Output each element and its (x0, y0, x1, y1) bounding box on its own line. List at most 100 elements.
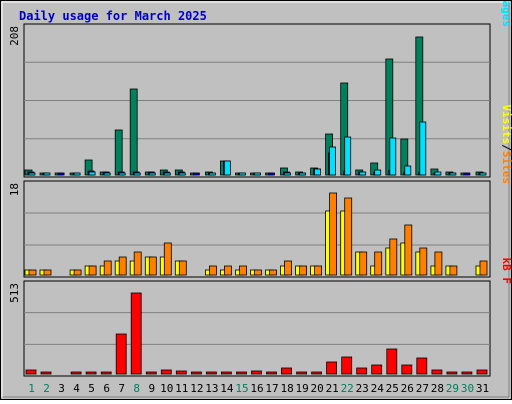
bar-sites-day-2 (43, 269, 52, 276)
bar-sites-day-26 (404, 224, 413, 276)
bar-sites-day-7 (118, 256, 127, 276)
bar-pages-day-22 (344, 136, 352, 176)
bar-sites-day-16 (254, 269, 262, 276)
legend-hits-files-pages: Hits/Files/Pages (500, 0, 512, 27)
bar-pages-day-13 (208, 172, 216, 176)
x-tick-label: 31 (476, 382, 489, 395)
bar-pages-day-2 (43, 172, 51, 176)
bar-pages-day-28 (434, 171, 442, 176)
bar-pages-day-21 (329, 146, 337, 176)
bar-kb-f-day-14 (220, 371, 232, 375)
x-tick-label: 14 (220, 382, 234, 395)
bar-kb-f-day-18 (281, 367, 292, 375)
bar-kb-f-day-31 (476, 369, 488, 375)
bar-kb-f-day-6 (100, 371, 112, 375)
x-tick-label: 18 (280, 382, 293, 395)
bar-sites-day-13 (208, 265, 217, 276)
chart-title: Daily usage for March 2025 (19, 9, 207, 23)
bar-kb-f-day-23 (356, 367, 368, 375)
x-tick-label: 19 (295, 382, 308, 395)
bar-pages-day-6 (103, 172, 111, 176)
legend-item-kb-f: kB F (500, 258, 512, 285)
bar-pages-day-27 (419, 121, 427, 176)
bar-pages-day-11 (178, 172, 186, 176)
x-tick-label: 29 (446, 382, 459, 395)
x-tick-label: 26 (401, 382, 414, 395)
bar-pages-day-1 (28, 172, 36, 176)
bar-kb-f-day-27 (416, 357, 428, 375)
bar-sites-day-24 (374, 251, 383, 276)
x-tick-label: 24 (371, 382, 385, 395)
bar-kb-f-day-25 (386, 348, 398, 375)
x-tick-label: 17 (265, 382, 278, 395)
x-tick-label: 3 (58, 382, 65, 395)
x-tick-label: 1 (28, 382, 35, 395)
legend-item-visits: Visits (500, 105, 512, 145)
bar-kb-f-day-22 (341, 356, 353, 375)
bar-sites-day-9 (148, 256, 157, 276)
bar-kb-f-day-20 (311, 371, 323, 375)
bar-hits-day-8 (129, 88, 138, 176)
bar-files-day-17 (268, 172, 275, 176)
x-tick-label: 30 (461, 382, 474, 395)
bar-kb-f-day-2 (40, 371, 52, 375)
x-tick-label: 9 (148, 382, 155, 395)
bar-pages-day-18 (284, 172, 291, 176)
bar-sites-day-15 (239, 265, 247, 276)
x-tick-label: 6 (103, 382, 110, 395)
x-tick-label: 10 (160, 382, 173, 395)
bar-sites-day-6 (103, 260, 112, 276)
ymax-label-visits-sites: 18 (8, 183, 21, 196)
legend-item-sites: Sites (500, 151, 512, 184)
bar-pages-day-7 (118, 172, 126, 176)
x-tick-label: 4 (73, 382, 80, 395)
x-tick-label: 25 (386, 382, 399, 395)
bar-kb-f-day-16 (251, 370, 262, 375)
x-tick-label: 23 (356, 382, 369, 395)
x-tick-label: 16 (250, 382, 263, 395)
x-tick-label: 11 (175, 382, 188, 395)
bar-kb-f-day-19 (296, 371, 308, 375)
bar-kb-f-day-24 (371, 364, 383, 375)
bar-kb-f-day-7 (115, 333, 127, 375)
bar-kb-f-day-26 (401, 364, 413, 375)
bar-sites-day-23 (359, 251, 368, 276)
bar-sites-day-4 (73, 269, 82, 276)
bar-kb-f-day-13 (205, 371, 217, 375)
panel-kbytes (23, 280, 491, 377)
bar-pages-day-20 (314, 168, 322, 176)
bar-sites-day-28 (434, 251, 443, 276)
bar-kb-f-day-11 (175, 370, 187, 375)
bar-kb-f-day-4 (70, 371, 82, 375)
bar-sites-day-27 (419, 247, 428, 276)
ymax-label-hits-files-pages: 208 (8, 26, 21, 46)
x-tick-label: 21 (326, 382, 339, 395)
legend-kbytes: kB F (500, 258, 512, 285)
bar-kb-f-day-21 (326, 361, 338, 375)
bar-kb-f-day-30 (461, 371, 473, 375)
bar-kb-f-day-17 (266, 371, 277, 375)
bar-kb-f-day-28 (431, 369, 443, 375)
bar-kb-f-day-12 (190, 371, 202, 375)
bar-sites-day-1 (28, 269, 37, 276)
bar-pages-day-10 (163, 172, 171, 176)
bar-pages-day-24 (374, 169, 382, 176)
bar-pages-day-14 (223, 160, 231, 176)
bar-pages-day-8 (133, 172, 141, 176)
bar-pages-day-26 (404, 165, 412, 176)
ymax-label-kbytes: 513 (8, 283, 21, 303)
x-tick-label: 13 (205, 382, 218, 395)
bar-kb-f-day-10 (160, 369, 172, 375)
bar-sites-day-10 (163, 242, 172, 276)
bar-sites-day-17 (269, 269, 277, 276)
bar-kb-f-day-1 (25, 369, 37, 375)
bar-sites-day-14 (223, 265, 232, 276)
bar-hits-day-7 (114, 129, 123, 176)
bar-sites-day-11 (178, 260, 187, 276)
bar-sites-day-29 (449, 265, 458, 276)
bar-files-day-3 (57, 172, 65, 176)
bar-kb-f-day-29 (446, 371, 458, 375)
x-tick-label: 7 (118, 382, 125, 395)
